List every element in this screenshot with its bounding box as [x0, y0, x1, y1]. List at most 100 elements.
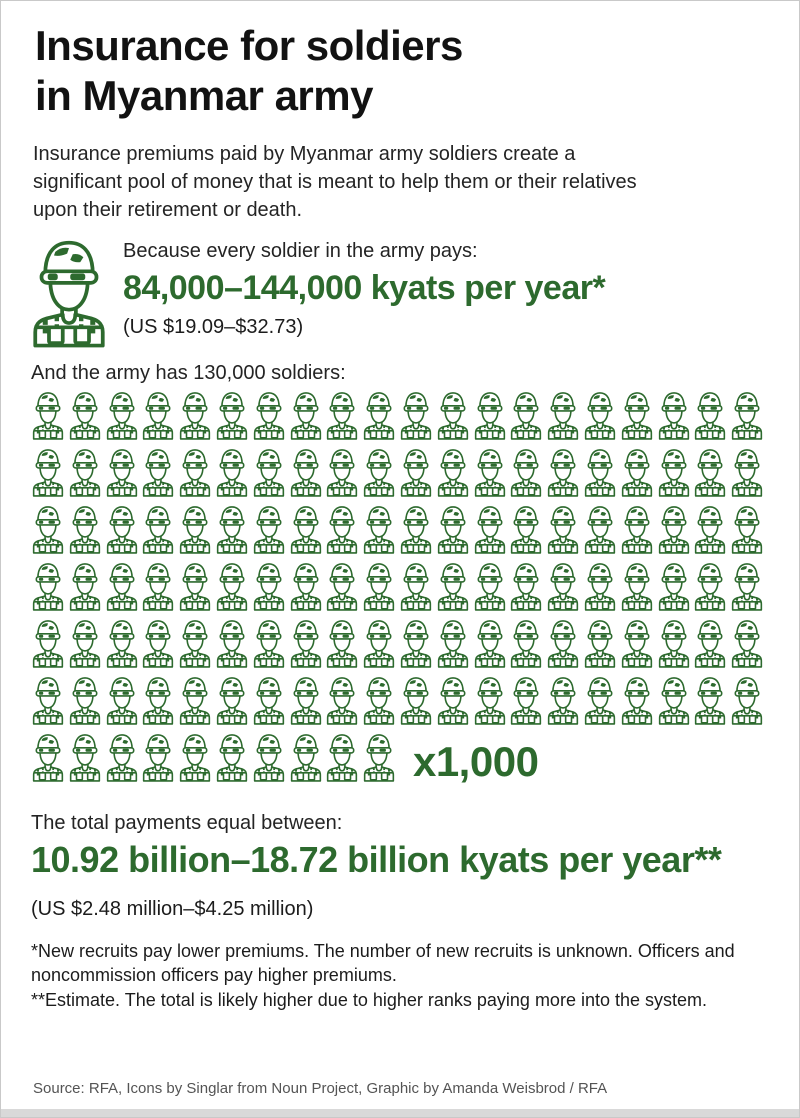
soldier-icon — [289, 618, 323, 668]
soldier-icon — [436, 675, 470, 725]
soldier-icon — [583, 504, 617, 554]
total-lead: The total payments equal between: — [31, 811, 343, 834]
soldier-icon — [730, 618, 764, 668]
soldier-icon — [583, 561, 617, 611]
soldier-icon — [105, 675, 139, 725]
soldier-icon — [31, 390, 65, 440]
soldier-icon — [473, 447, 507, 497]
soldier-icon — [68, 561, 102, 611]
soldier-icon — [362, 675, 396, 725]
source-credit: Source: RFA, Icons by Singlar from Noun … — [33, 1080, 608, 1097]
soldier-icon — [583, 618, 617, 668]
soldier-icon — [362, 504, 396, 554]
soldier-icon — [583, 390, 617, 440]
soldier-row: x1,000 — [31, 732, 799, 782]
soldier-icon — [436, 447, 470, 497]
soldier-icon — [509, 504, 543, 554]
soldier-icon — [399, 561, 433, 611]
soldier-icon — [252, 390, 286, 440]
premium-section: Because every soldier in the army pays: … — [29, 236, 799, 348]
soldier-icon — [289, 447, 323, 497]
soldier-icon — [693, 504, 727, 554]
soldier-icon — [325, 447, 359, 497]
soldier-icon — [252, 447, 286, 497]
soldier-icon — [215, 618, 249, 668]
soldier-icon — [31, 447, 65, 497]
soldier-icon — [252, 732, 286, 782]
soldier-icon — [399, 390, 433, 440]
soldier-icon — [252, 675, 286, 725]
soldier-icon — [509, 447, 543, 497]
soldier-icon — [509, 675, 543, 725]
premium-usd: (US $19.09–$32.73) — [123, 315, 304, 338]
soldier-icon — [31, 504, 65, 554]
soldier-icon — [215, 675, 249, 725]
soldier-icon — [325, 732, 359, 782]
soldier-icon — [436, 618, 470, 668]
soldier-icon — [105, 561, 139, 611]
soldier-icon — [657, 618, 691, 668]
soldier-icon — [178, 561, 212, 611]
soldier-icon — [178, 390, 212, 440]
soldier-icon — [68, 675, 102, 725]
soldier-icon — [693, 561, 727, 611]
soldier-icon — [141, 675, 175, 725]
footnote-2: **Estimate. The total is likely higher d… — [31, 990, 708, 1011]
total-amount: 10.92 billion–18.72 billion kyats per ye… — [31, 838, 722, 880]
soldier-icon — [693, 618, 727, 668]
soldier-icon — [105, 447, 139, 497]
soldier-icon — [325, 618, 359, 668]
soldier-icon — [252, 561, 286, 611]
soldier-icon — [29, 236, 109, 348]
soldier-icon — [620, 561, 654, 611]
premium-text: Because every soldier in the army pays: … — [123, 236, 606, 339]
soldier-icon — [178, 618, 212, 668]
soldier-icon — [68, 504, 102, 554]
soldier-icon — [436, 504, 470, 554]
multiplier-label: x1,000 — [412, 737, 539, 785]
soldier-icon — [362, 618, 396, 668]
soldier-icon — [509, 618, 543, 668]
soldier-icon — [215, 504, 249, 554]
footnote-1: *New recruits pay lower premiums. The nu… — [31, 940, 735, 986]
army-lead: And the army has 130,000 soldiers: — [31, 361, 346, 384]
soldier-icon — [399, 447, 433, 497]
soldier-icon — [31, 732, 65, 782]
total-usd: (US $2.48 million–$4.25 million) — [31, 897, 314, 920]
soldier-icon — [178, 675, 212, 725]
soldier-icon — [657, 675, 691, 725]
soldier-row — [31, 504, 799, 554]
soldier-icon — [105, 732, 139, 782]
soldier-icon — [399, 618, 433, 668]
soldier-icon — [473, 504, 507, 554]
soldier-icon — [141, 732, 175, 782]
soldier-icon — [178, 732, 212, 782]
soldier-icon — [325, 561, 359, 611]
soldier-icon — [399, 675, 433, 725]
soldier-icon — [657, 561, 691, 611]
soldier-icon — [252, 618, 286, 668]
soldier-icon — [362, 447, 396, 497]
soldier-icon — [620, 618, 654, 668]
soldier-icon — [141, 447, 175, 497]
soldier-icon — [362, 561, 396, 611]
soldier-icon — [215, 447, 249, 497]
premium-amount: 84,000–144,000 kyats per year* — [123, 268, 606, 307]
soldier-icon — [620, 504, 654, 554]
soldier-icon — [325, 390, 359, 440]
soldier-icon — [730, 675, 764, 725]
soldier-icon — [657, 390, 691, 440]
soldier-icon — [583, 675, 617, 725]
soldier-icon — [583, 447, 617, 497]
soldier-icon — [693, 675, 727, 725]
soldier-icon — [436, 390, 470, 440]
soldier-icon — [289, 504, 323, 554]
footer-strip — [1, 1109, 799, 1117]
soldier-icon — [473, 561, 507, 611]
soldier-icon — [546, 390, 580, 440]
soldier-icon — [730, 504, 764, 554]
soldier-icon — [31, 675, 65, 725]
page-title-line1: Insurance for soldiers — [35, 22, 463, 69]
soldier-icon — [31, 561, 65, 611]
